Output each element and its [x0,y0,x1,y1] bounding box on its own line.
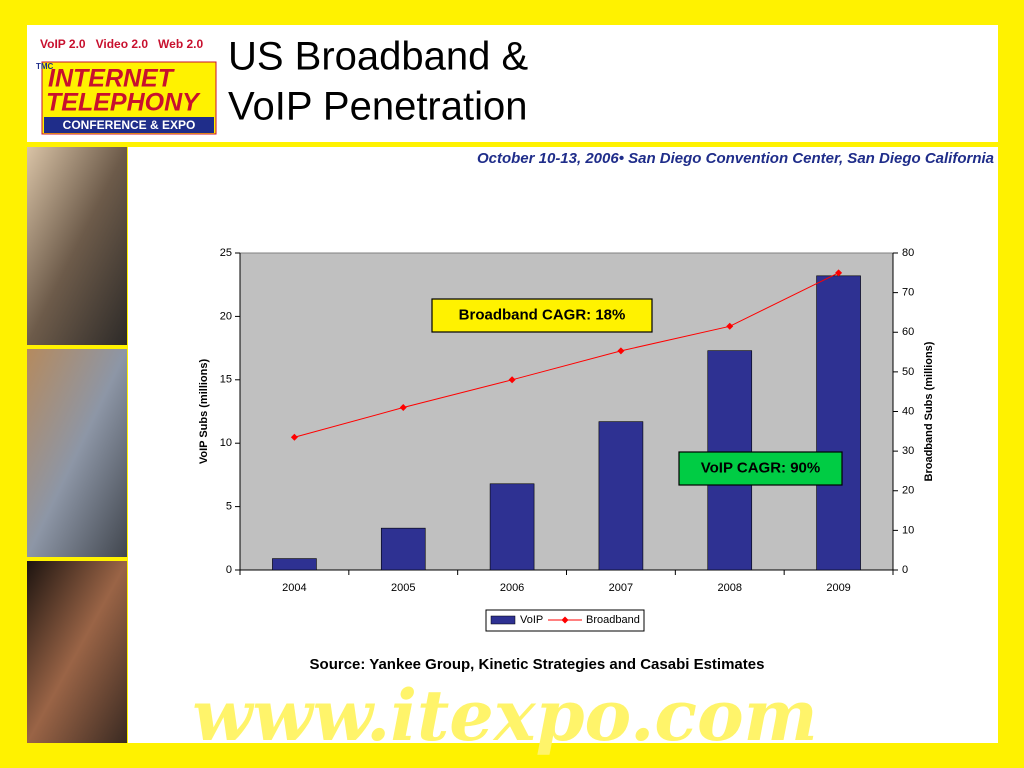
annotation-box [431,298,653,333]
x-tick-label: 2008 [718,582,742,594]
logo-badge: TMC [36,62,54,71]
marker [290,433,298,441]
bar [272,558,317,571]
logo-line: INTERNET [48,65,176,93]
y2-tick-label: 50 [902,366,914,378]
slide-title: US Broadband & [228,35,529,79]
logo-band [44,117,214,133]
x-tick-label: 2007 [609,582,633,594]
footer-url: www.itexpo.com [192,674,817,757]
y-axis-title: VoIP Subs (millions) [198,359,210,465]
x-tick-label: 2006 [500,582,524,594]
bar [489,483,535,571]
y2-tick-label: 60 [902,326,914,338]
photo [27,561,127,743]
y-tick-label: 10 [220,437,232,449]
photo [27,349,127,557]
annotation-box [678,451,843,486]
chart: 0 5 10 15 20 25 0 10 20 30 40 50 60 70 80 2004 2005 2006 2… [198,247,935,632]
y-tick-label: 0 [226,564,232,576]
y-tick-label: 15 [220,374,232,386]
y2-axis-title: Broadband Subs (millions) [923,341,935,481]
marker [617,347,625,355]
marker [399,404,407,412]
logo-line: CONFERENCE & EXPO [63,118,196,132]
y2-tick-label: 0 [902,564,908,576]
y2-tick-label: 10 [902,524,914,536]
y-tick-label: 5 [226,501,232,513]
y-tick-label: 20 [220,310,232,322]
bar [380,527,426,571]
y2-tick-label: 80 [902,247,914,259]
slide-title: VoIP Penetration [228,85,528,129]
marker [726,322,734,330]
photo [27,147,127,345]
y-tick-label: 25 [220,247,232,259]
annotation: VoIP CAGR: 90% [701,459,820,476]
marker [508,376,516,384]
legend-swatch [490,615,516,625]
logo-tagline: VoIP 2.0 Video 2.0 Web 2.0 [40,37,204,51]
y2-tick-label: 40 [902,405,914,417]
y2-tick-label: 70 [902,287,914,299]
x-tick-label: 2009 [826,582,850,594]
logo-line: TELEPHONY [46,89,201,117]
y2-tick-label: 20 [902,485,914,497]
legend-swatch [561,616,569,624]
legend-label: VoIP [520,614,543,626]
annotation: Broadband CAGR: 18% [459,306,626,323]
legend-label: Broadband [586,614,640,626]
x-tick-label: 2005 [391,582,415,594]
y2-tick-label: 30 [902,445,914,457]
x-tick-label: 2004 [282,582,306,594]
line [294,272,839,438]
source: Source: Yankee Group, Kinetic Strategies… [310,656,765,673]
bar [816,275,861,571]
marker [835,269,843,277]
bar [598,421,644,571]
subtitle: October 10-13, 2006• San Diego Conventio… [477,150,994,167]
